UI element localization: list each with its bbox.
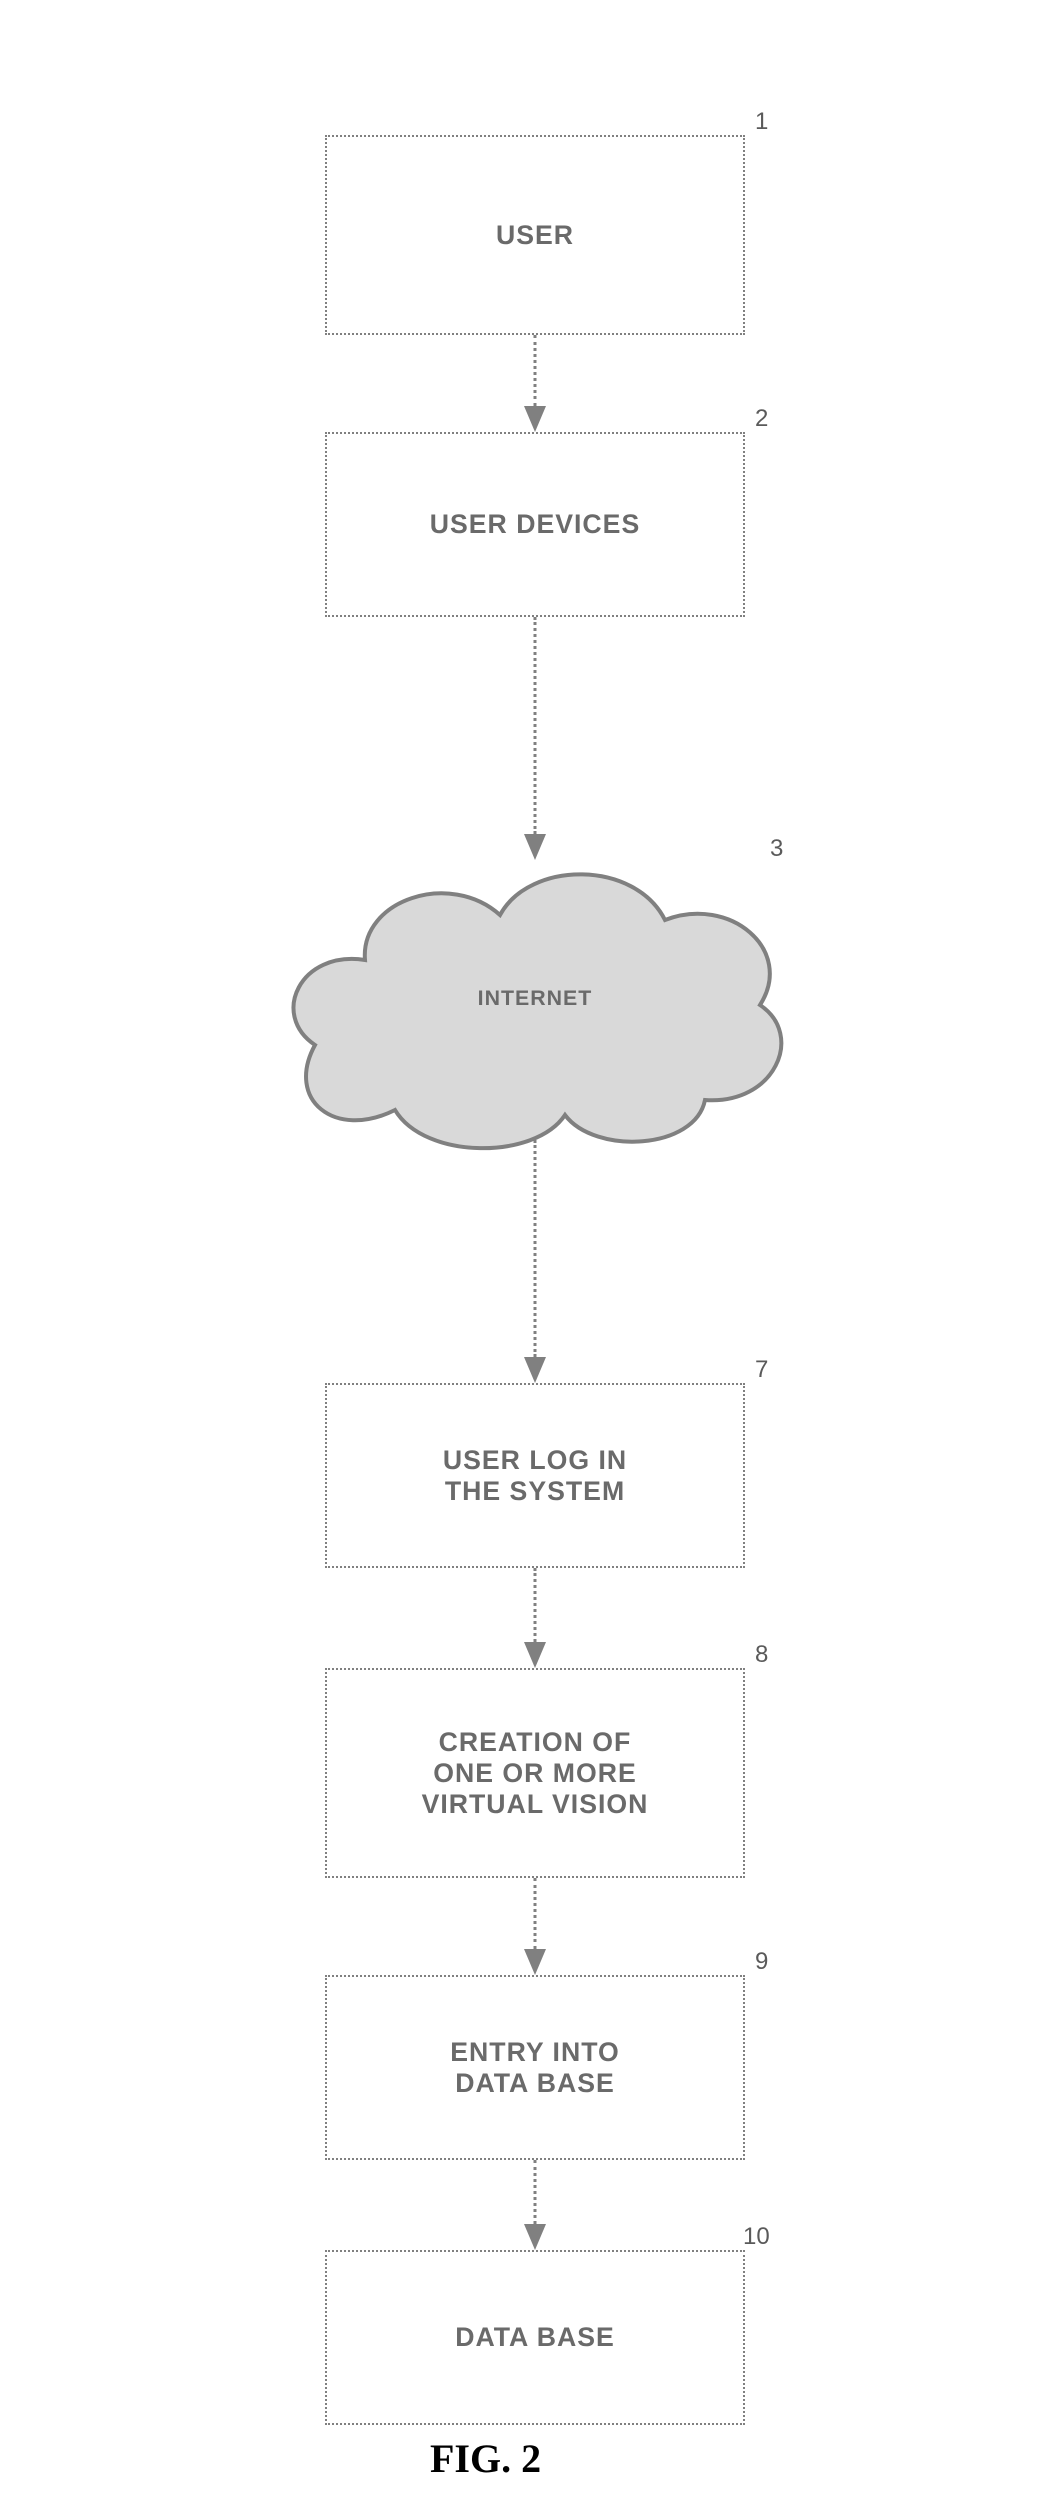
flow-node-n1: USER (325, 135, 745, 335)
figure-caption: FIG. 2 (430, 2435, 541, 2482)
arrow-shaft (534, 2160, 537, 2224)
flow-node-n9: ENTRY INTODATA BASE (325, 1975, 745, 2160)
flow-node-n7: USER LOG INTHE SYSTEM (325, 1383, 745, 1568)
flow-node-number-n8: 8 (755, 1641, 768, 1669)
arrow-head-icon (524, 834, 546, 860)
flow-node-label: USER DEVICES (430, 509, 641, 540)
arrow-head-icon (524, 406, 546, 432)
flow-node-number-n1: 1 (755, 108, 768, 136)
flow-node-n8: CREATION OFONE OR MOREVIRTUAL VISION (325, 1668, 745, 1878)
flow-node-number-n2: 2 (755, 405, 768, 433)
flow-node-n2: USER DEVICES (325, 432, 745, 617)
flow-node-number-n9: 9 (755, 1948, 768, 1976)
flow-node-number-n10: 10 (743, 2223, 770, 2251)
flow-node-label: ENTRY INTODATA BASE (450, 2037, 619, 2099)
arrow-shaft (534, 335, 537, 406)
flow-node-label: INTERNET (275, 986, 795, 1011)
arrow-head-icon (524, 2224, 546, 2250)
flowchart-canvas: USER 1 USER DEVICES 2 INTERNET 3 USER LOG INTH… (0, 0, 1064, 2495)
flow-node-number-n7: 7 (755, 1356, 768, 1384)
flow-node-label: USER LOG INTHE SYSTEM (443, 1445, 627, 1507)
arrow-shaft (534, 617, 537, 834)
flow-node-n3: INTERNET (275, 840, 795, 1160)
flow-node-label: DATA BASE (455, 2322, 615, 2353)
flow-node-n10: DATA BASE (325, 2250, 745, 2425)
arrow-shaft (534, 1568, 537, 1642)
arrow-head-icon (524, 1642, 546, 1668)
arrow-shaft (534, 1140, 537, 1357)
flow-node-number-n3: 3 (770, 835, 783, 863)
arrow-head-icon (524, 1949, 546, 1975)
arrow-shaft (534, 1878, 537, 1949)
flow-node-label: USER (496, 220, 574, 251)
flow-node-label: CREATION OFONE OR MOREVIRTUAL VISION (422, 1727, 649, 1820)
arrow-head-icon (524, 1357, 546, 1383)
